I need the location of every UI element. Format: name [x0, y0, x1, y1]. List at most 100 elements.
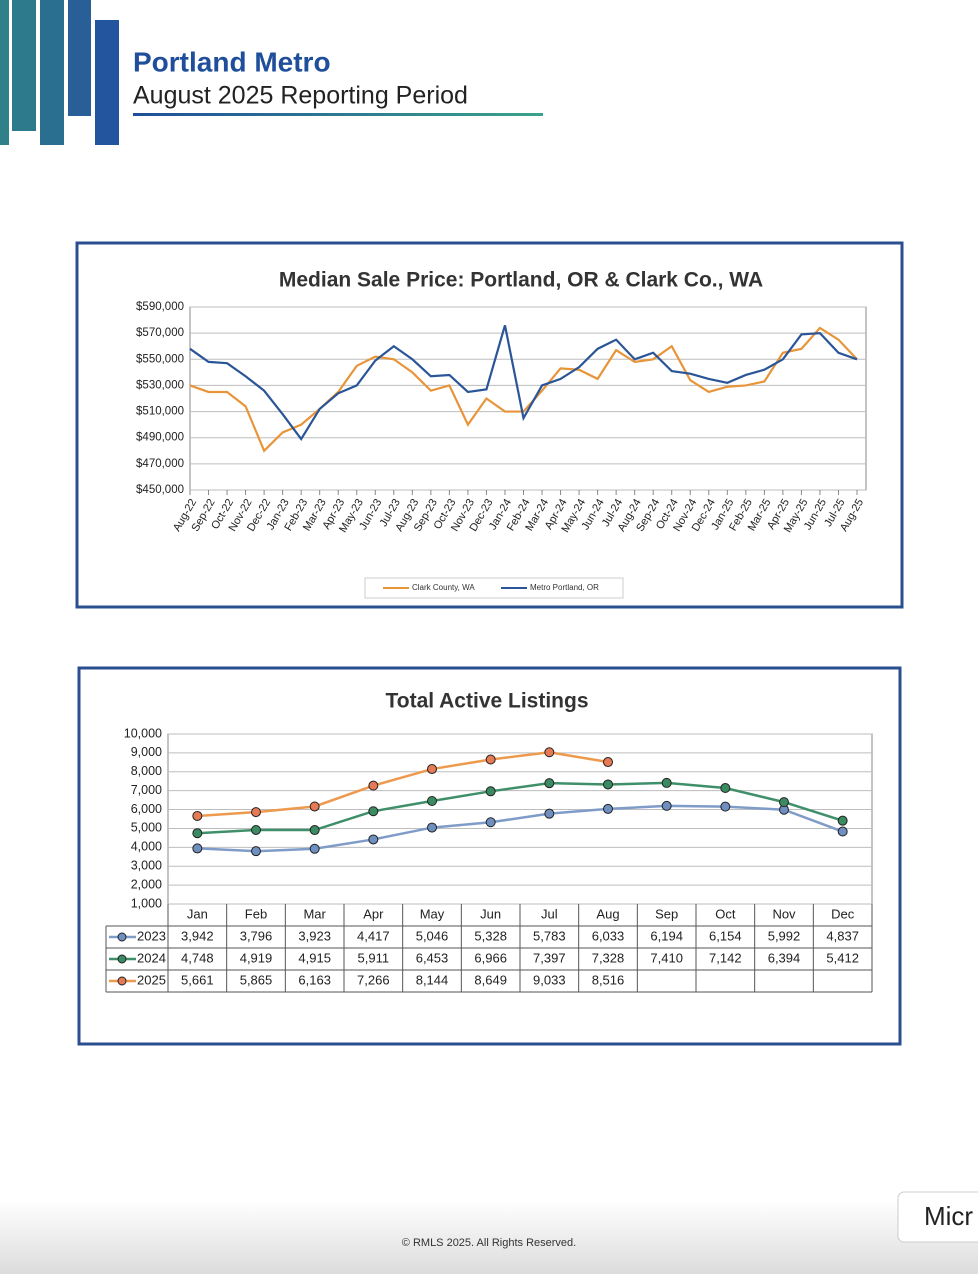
- chart-title: Total Active Listings: [385, 690, 588, 713]
- legend-marker: [117, 954, 127, 964]
- series-marker: [192, 828, 203, 839]
- table-cell: 6,394: [768, 950, 801, 965]
- header-bar: [0, 0, 9, 145]
- series-marker: [779, 797, 789, 808]
- series-marker: [368, 834, 379, 845]
- table-cell: 4,919: [240, 950, 273, 965]
- series-line: [189, 326, 858, 453]
- series-marker: [661, 800, 672, 811]
- series-line: [197, 751, 609, 818]
- chart-frame: [75, 241, 904, 609]
- legend-marker: [117, 976, 127, 986]
- series-marker: [368, 806, 379, 817]
- y-tick-label: 2,000: [131, 877, 162, 891]
- table-cell: 3,923: [298, 928, 331, 943]
- table-cell: 5,783: [533, 928, 566, 943]
- header-title: Portland Metro: [133, 46, 331, 77]
- table-cell: 6,033: [592, 928, 625, 943]
- table-cell: 6,154: [709, 928, 742, 943]
- table-cell: 3,942: [181, 928, 214, 943]
- series-marker: [603, 757, 613, 768]
- table-cell: 6,453: [416, 950, 449, 965]
- table-cell: 4,748: [181, 950, 214, 965]
- y-tick-label: 8,000: [131, 764, 162, 778]
- y-tick-label: 6,000: [131, 802, 162, 816]
- y-tick-label: $490,000: [136, 432, 184, 444]
- legend-label: 2024: [137, 950, 166, 965]
- table-cell: 4,417: [357, 928, 390, 943]
- series-line: [189, 324, 858, 441]
- table-header: Oct: [715, 906, 736, 921]
- y-tick-label: $570,000: [136, 327, 184, 339]
- y-tick-label: $450,000: [136, 484, 184, 496]
- y-tick-label: $530,000: [136, 379, 184, 391]
- legend-label: 2023: [137, 928, 166, 943]
- series-marker: [720, 782, 731, 793]
- legend-box: [364, 577, 624, 599]
- series-marker: [485, 754, 496, 765]
- y-tick-label: $470,000: [136, 458, 184, 470]
- footer-text: © RMLS 2025. All Rights Reserved.: [402, 1237, 576, 1249]
- legend-marker: [117, 932, 127, 942]
- header-bar: [40, 0, 64, 145]
- y-tick-label: $550,000: [136, 353, 184, 365]
- series-marker: [309, 801, 320, 812]
- series-marker: [251, 824, 261, 835]
- table-cell: 5,412: [826, 950, 859, 965]
- table-header: Nov: [772, 906, 796, 921]
- series-marker: [661, 777, 672, 788]
- series-marker: [544, 778, 555, 789]
- series-marker: [251, 846, 261, 857]
- series-marker: [192, 810, 203, 821]
- y-tick-label: $510,000: [136, 406, 184, 418]
- header-bar: [95, 20, 119, 145]
- header-subtitle: August 2025 Reporting Period: [133, 82, 468, 110]
- series-marker: [427, 795, 437, 806]
- y-tick-label: 1,000: [131, 896, 162, 910]
- table-header: Feb: [245, 906, 267, 921]
- series-marker: [251, 807, 261, 818]
- overlay-button-label[interactable]: Micr: [924, 1201, 973, 1231]
- table-header: Apr: [363, 906, 384, 921]
- table-header: May: [420, 906, 445, 921]
- table-cell: 5,661: [181, 972, 214, 987]
- series-marker: [603, 779, 613, 790]
- header-bar: [12, 0, 36, 131]
- header-bar: [68, 0, 91, 116]
- table-cell: 5,911: [358, 950, 390, 965]
- table-cell: 7,266: [357, 972, 390, 987]
- table-header: Jun: [480, 906, 501, 921]
- series-line: [197, 804, 844, 853]
- y-tick-label: 9,000: [131, 745, 162, 759]
- table-header: Aug: [596, 906, 619, 921]
- series-marker: [427, 822, 437, 833]
- series-line: [197, 781, 844, 835]
- table-cell: 3,796: [240, 928, 273, 943]
- series-marker: [837, 815, 848, 826]
- table-header: Jul: [541, 906, 558, 921]
- series-marker: [427, 764, 437, 775]
- table-header: Sep: [655, 906, 678, 921]
- table-cell: 5,328: [474, 928, 507, 943]
- series-marker: [837, 826, 848, 837]
- header-underline: [133, 113, 543, 116]
- overlay-button[interactable]: [897, 1191, 978, 1243]
- table-header: Jan: [187, 906, 208, 921]
- y-tick-label: $590,000: [136, 301, 184, 313]
- y-tick-label: 3,000: [131, 859, 162, 873]
- series-marker: [368, 780, 379, 791]
- table-cell: 8,649: [474, 972, 507, 987]
- series-marker: [603, 803, 613, 814]
- table-cell: 7,410: [650, 950, 683, 965]
- series-marker: [544, 747, 555, 758]
- y-tick-label: 10,000: [124, 726, 162, 740]
- series-marker: [309, 843, 320, 854]
- table-cell: 9,033: [533, 972, 566, 987]
- series-marker: [720, 801, 731, 812]
- series-marker: [309, 825, 320, 836]
- table-cell: 6,966: [474, 950, 507, 965]
- table-cell: 8,516: [592, 972, 625, 987]
